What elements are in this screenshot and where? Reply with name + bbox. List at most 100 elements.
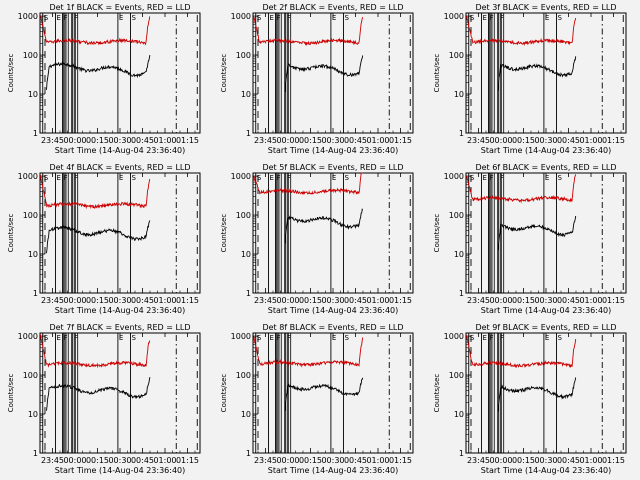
y-tick-label: 1000 — [444, 12, 464, 21]
x-axis-label: Start Time (14-Aug-04 23:36:40) — [55, 466, 186, 475]
x-tick-label: 00:00 — [63, 296, 86, 305]
y-tick-label: 100 — [449, 51, 464, 60]
x-axis-label: Start Time (14-Aug-04 23:36:40) — [481, 466, 612, 475]
chart-title: Det 5f BLACK = Events, RED = LLD — [262, 163, 403, 172]
flag-label: S — [132, 14, 137, 22]
x-tick-label: 01:15 — [602, 456, 625, 465]
y-axis-label: Counts/sec — [220, 374, 228, 413]
y-tick-label: 1 — [33, 289, 38, 298]
chart-panel: Det 8f BLACK = Events, RED = LLD 1 10 100 10… — [220, 323, 414, 475]
flag-label: E — [269, 334, 273, 342]
x-tick-label: 00:00 — [489, 456, 512, 465]
y-tick-label: 10 — [241, 90, 251, 99]
x-tick-label: 00:45 — [344, 456, 367, 465]
x-tick-label: 00:15 — [512, 456, 535, 465]
x-axis-label: Start Time (14-Aug-04 23:36:40) — [268, 466, 399, 475]
x-tick-label: 00:30 — [534, 136, 557, 145]
x-tick-label: 01:15 — [389, 296, 412, 305]
y-tick-label: 10 — [28, 410, 38, 419]
y-tick-label: 1000 — [18, 172, 38, 181]
y-tick-label: 1 — [246, 289, 251, 298]
x-tick-label: 23:45 — [41, 136, 64, 145]
flag-label: S — [345, 174, 350, 182]
x-tick-label: 23:45 — [467, 456, 490, 465]
y-tick-label: 1 — [246, 449, 251, 458]
flag-label: E — [56, 334, 60, 342]
x-tick-label: 00:15 — [86, 456, 109, 465]
x-axis-label: Start Time (14-Aug-04 23:36:40) — [55, 306, 186, 315]
chart-panel: Det 7f BLACK = Events, RED = LLD 1 10 100 10… — [7, 323, 201, 475]
y-tick-label: 1 — [33, 129, 38, 138]
flag-label: S — [558, 334, 563, 342]
flag-label: S — [345, 334, 350, 342]
series-line-events — [46, 220, 151, 254]
x-tick-label: 23:45 — [467, 136, 490, 145]
series-line-events — [284, 208, 364, 244]
flag-label: F — [500, 174, 504, 182]
series-line-lld — [253, 336, 364, 368]
series-line-lld — [253, 172, 363, 196]
y-tick-label: 100 — [236, 51, 251, 60]
flag-label: S — [44, 14, 49, 22]
x-tick-label: 01:15 — [602, 296, 625, 305]
x-axis-label: Start Time (14-Aug-04 23:36:40) — [481, 306, 612, 315]
flag-label: F — [277, 334, 281, 342]
x-tick-label: 01:00 — [153, 456, 176, 465]
flag-label: E — [119, 174, 123, 182]
x-tick-label: 01:00 — [579, 136, 602, 145]
y-tick-label: 1000 — [444, 172, 464, 181]
x-tick-label: 00:00 — [63, 136, 86, 145]
x-tick-label: 23:45 — [41, 456, 64, 465]
flag-label: F — [277, 174, 281, 182]
y-tick-label: 10 — [241, 410, 251, 419]
series-line-lld — [466, 16, 577, 47]
x-tick-label: 01:15 — [389, 456, 412, 465]
x-tick-label: 01:15 — [602, 136, 625, 145]
y-tick-label: 10 — [28, 90, 38, 99]
y-tick-label: 1000 — [231, 12, 251, 21]
chart-title: Det 3f BLACK = Events, RED = LLD — [475, 3, 616, 12]
x-tick-label: 00:30 — [534, 296, 557, 305]
x-tick-label: 00:00 — [489, 136, 512, 145]
flag-label: F — [287, 14, 291, 22]
x-tick-label: 01:00 — [153, 296, 176, 305]
series-line-lld — [40, 15, 151, 46]
y-axis-label: Counts/sec — [220, 54, 228, 93]
x-tick-label: 00:15 — [299, 136, 322, 145]
x-tick-label: 00:00 — [489, 296, 512, 305]
flag-label: F — [277, 14, 281, 22]
flag-label: F — [500, 334, 504, 342]
x-axis-label: Start Time (14-Aug-04 23:36:40) — [481, 146, 612, 155]
chart-title: Det 2f BLACK = Events, RED = LLD — [262, 3, 403, 12]
x-tick-label: 01:00 — [579, 296, 602, 305]
x-tick-label: 00:00 — [276, 136, 299, 145]
x-tick-label: 01:00 — [153, 136, 176, 145]
flag-label: F — [64, 14, 68, 22]
flag-label: E — [269, 14, 273, 22]
series-line-lld — [40, 334, 151, 369]
series-line-lld — [466, 174, 577, 204]
chart-panel: Det 1f BLACK = Events, RED = LLD 1 10 100 10… — [7, 3, 201, 155]
flag-label: S — [44, 174, 49, 182]
y-axis-label: Counts/sec — [220, 214, 228, 253]
flag-label: E — [545, 174, 549, 182]
y-axis-label: Counts/sec — [7, 374, 15, 413]
y-tick-label: 100 — [23, 371, 38, 380]
x-tick-label: 00:30 — [108, 136, 131, 145]
x-tick-label: 00:30 — [321, 296, 344, 305]
y-tick-label: 10 — [454, 250, 464, 259]
flag-label: S — [44, 334, 49, 342]
chart-panel: Det 6f BLACK = Events, RED = LLD 1 10 100 10… — [433, 163, 627, 315]
x-tick-label: 00:30 — [108, 456, 131, 465]
y-tick-label: 10 — [28, 250, 38, 259]
y-axis-label: Counts/sec — [433, 54, 441, 93]
x-tick-label: 23:45 — [254, 136, 277, 145]
x-tick-label: 00:15 — [86, 136, 109, 145]
y-axis-label: Counts/sec — [433, 214, 441, 253]
x-tick-label: 01:00 — [579, 456, 602, 465]
y-tick-label: 1000 — [231, 172, 251, 181]
y-tick-label: 100 — [449, 211, 464, 220]
flag-label: S — [257, 14, 262, 22]
y-tick-label: 100 — [236, 211, 251, 220]
flag-label: S — [470, 14, 475, 22]
